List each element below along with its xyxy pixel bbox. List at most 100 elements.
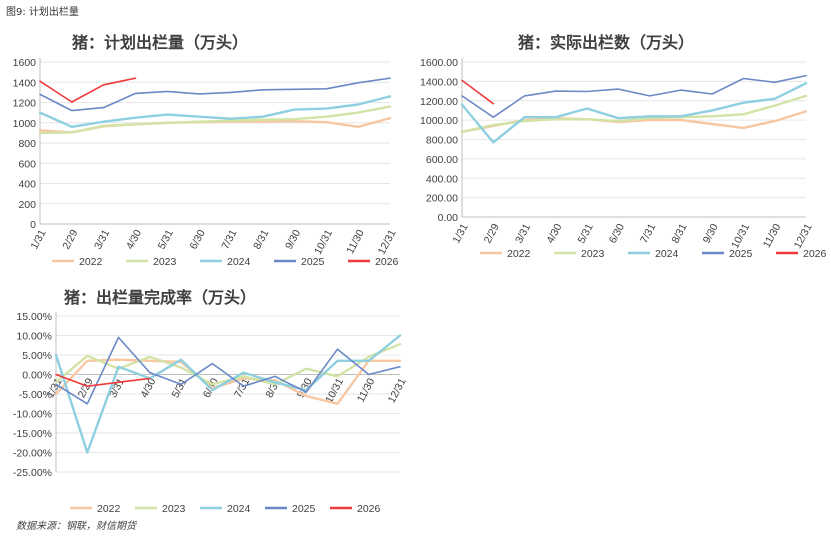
y-tick-label: 0	[30, 219, 36, 231]
x-tick-label: 9/30	[701, 222, 721, 246]
x-tick-label: 1/31	[450, 222, 470, 246]
series-line-2026	[39, 77, 137, 103]
x-tick-label: 7/31	[638, 222, 658, 246]
legend-item-2022: 2022	[52, 256, 103, 268]
legend-label: 2025	[301, 256, 325, 268]
y-tick-label: 200.00	[426, 193, 458, 205]
legend-item-2023: 2023	[126, 256, 177, 268]
legend-item-2022: 2022	[480, 248, 531, 260]
x-tick-label: 4/30	[124, 228, 144, 252]
series-line-2023	[38, 105, 392, 135]
y-tick-label: -25.00%	[13, 467, 52, 479]
legend-item-2024: 2024	[628, 248, 679, 260]
y-tick-label: 400	[18, 179, 36, 191]
x-tick-label: 6/30	[188, 228, 208, 252]
y-tick-label: 1000	[13, 118, 37, 130]
chart-title: 猪：出栏量完成率（万头）	[63, 288, 256, 307]
x-tick-label: 4/30	[544, 222, 564, 246]
y-tick-label: 800	[18, 138, 36, 150]
figure-label: 图9: 计划出栏量	[6, 7, 79, 18]
x-tick-label: 2/29	[60, 228, 80, 252]
legend-label: 2026	[803, 248, 827, 260]
x-tick-label: 11/30	[344, 228, 367, 256]
series-line-2023	[54, 342, 402, 386]
x-tick-label: 10/31	[312, 228, 335, 257]
series-line-2024	[460, 82, 808, 144]
y-tick-label: 0.00%	[22, 370, 52, 382]
y-tick-label: 800.00	[426, 135, 458, 147]
legend-label: 2022	[507, 248, 531, 260]
legend-item-2024: 2024	[200, 256, 251, 268]
y-tick-label: 15.00%	[16, 311, 52, 323]
legend-item-2025: 2025	[702, 248, 753, 260]
x-tick-label: 7/31	[219, 228, 239, 252]
series-line-2025	[461, 74, 807, 118]
legend-label: 2024	[227, 503, 251, 515]
series-line-2025	[55, 336, 401, 405]
legend-label: 2022	[97, 503, 121, 515]
x-tick-label: 12/31	[376, 228, 399, 257]
chart-actual-output: 猪：实际出栏数（万头） 0.00 200.00 400.00 600.00 800.00 1…	[420, 33, 827, 260]
legend-item-2024: 2024	[200, 503, 251, 515]
legend-label: 2024	[227, 256, 251, 268]
x-tick-label: 2/29	[482, 222, 502, 246]
legend-label: 2024	[655, 248, 679, 260]
y-tick-label: 1200.00	[420, 96, 458, 108]
legend-label: 2026	[375, 256, 399, 268]
y-tick-label: 600.00	[426, 154, 458, 166]
y-tick-label: -5.00%	[19, 389, 52, 401]
x-tick-label: 11/30	[761, 222, 784, 250]
x-tick-label: 8/31	[669, 222, 689, 246]
y-tick-label: 400.00	[426, 173, 458, 185]
legend-item-2026: 2026	[330, 503, 381, 515]
legend-item-2023: 2023	[554, 248, 605, 260]
x-tick-label: 2/29	[76, 376, 96, 400]
x-tick-label: 3/31	[513, 222, 533, 246]
legend-item-2025: 2025	[265, 503, 316, 515]
x-tick-label: 8/31	[251, 228, 271, 252]
legend-item-2022: 2022	[70, 503, 121, 515]
chart-completion-rate: 猪：出栏量完成率（万头） -25.00% -20.00% -15.00% -10.00%…	[13, 288, 409, 515]
chart-title: 猪：计划出栏量（万头）	[71, 33, 248, 52]
legend-label: 2022	[79, 256, 103, 268]
y-tick-label: 600	[18, 158, 36, 170]
series-line-2026	[461, 79, 495, 105]
x-tick-label: 10/31	[729, 222, 752, 251]
y-tick-label: 200	[18, 199, 36, 211]
y-tick-label: -10.00%	[13, 409, 52, 421]
legend-item-2025: 2025	[274, 256, 325, 268]
x-tick-label: 1/31	[28, 228, 48, 252]
legend-item-2026: 2026	[348, 256, 399, 268]
legend-label: 2025	[729, 248, 753, 260]
y-tick-label: 1400	[13, 77, 37, 89]
y-tick-label: 1200	[13, 98, 37, 110]
x-tick-label: 6/30	[607, 222, 627, 246]
legend-item-2023: 2023	[135, 503, 186, 515]
series-line-2024	[38, 95, 392, 128]
y-tick-label: 10.00%	[16, 331, 52, 343]
y-tick-label: 0.00	[438, 212, 459, 224]
x-tick-label: 5/31	[576, 222, 596, 246]
y-tick-label: 1600	[13, 57, 37, 69]
x-tick-label: 5/31	[156, 228, 176, 252]
x-tick-label: 3/31	[92, 228, 112, 252]
source-note: 数据来源：钢联，财信期货	[16, 521, 136, 532]
y-tick-label: 5.00%	[22, 350, 52, 362]
y-tick-label: -20.00%	[13, 448, 52, 460]
chart-title: 猪：实际出栏数（万头）	[517, 33, 694, 52]
x-tick-label: 12/31	[386, 376, 409, 405]
y-tick-label: 1400.00	[420, 76, 458, 88]
y-tick-label: 1600.00	[420, 57, 458, 69]
x-tick-label: 11/30	[355, 376, 378, 404]
legend-label: 2023	[162, 503, 186, 515]
series-line-2022	[54, 358, 402, 405]
legend-label: 2025	[292, 503, 316, 515]
y-tick-label: -15.00%	[13, 428, 52, 440]
legend-item-2026: 2026	[776, 248, 827, 260]
chart-planned-output: 猪：计划出栏量（万头） 0 200 400 600 800 1000 1200 1400 1600…	[13, 33, 399, 268]
series-line-2026	[55, 373, 151, 387]
series-line-2024	[54, 334, 402, 454]
legend-label: 2023	[581, 248, 605, 260]
legend-label: 2023	[153, 256, 177, 268]
y-tick-label: 1000.00	[420, 115, 458, 127]
